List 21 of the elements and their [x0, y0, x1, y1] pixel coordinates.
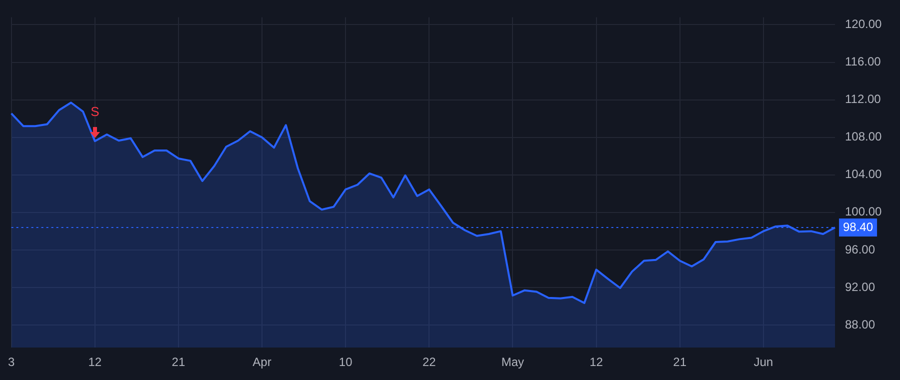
x-tick-label: 12 — [590, 355, 604, 370]
x-tick-label: 12 — [88, 355, 102, 370]
x-tick-label: Apr — [252, 355, 272, 370]
y-tick-label: 112.00 — [845, 92, 882, 106]
y-tick-label: 120.00 — [845, 17, 882, 32]
ref-line-label: 98.40 — [843, 220, 874, 234]
annotation: S — [90, 104, 100, 120]
y-tick-label: 100.00 — [845, 204, 882, 219]
x-tick-label: 21 — [673, 355, 687, 370]
y-tick-label: 88.00 — [845, 317, 876, 332]
x-tick-label: May — [501, 355, 524, 370]
x-tick-label: 10 — [338, 355, 353, 370]
x-tick-label: 22 — [422, 355, 436, 370]
y-tick-label: 116.00 — [845, 54, 882, 69]
y-tick-label: 96.00 — [845, 242, 876, 256]
x-tick-label: Jun — [754, 355, 774, 370]
x-tick-label: 21 — [172, 355, 186, 370]
y-tick-label: 104.00 — [845, 167, 882, 182]
x-tick-label: 3 — [8, 355, 15, 370]
y-tick-label: 92.00 — [845, 280, 876, 294]
y-tick-label: 108.00 — [845, 130, 882, 144]
